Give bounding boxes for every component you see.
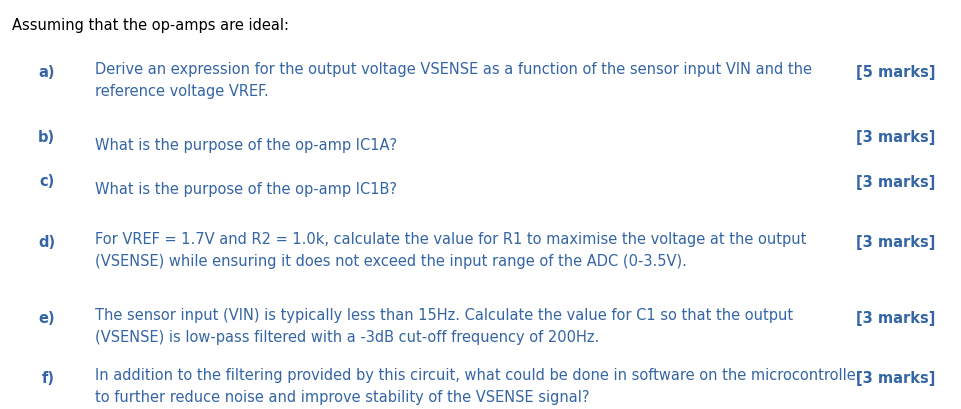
Text: [3 marks]: [3 marks] — [855, 130, 935, 145]
Text: reference voltage VREF.: reference voltage VREF. — [95, 84, 269, 99]
Text: c): c) — [39, 174, 55, 189]
Text: [3 marks]: [3 marks] — [855, 235, 935, 250]
Text: In addition to the filtering provided by this circuit, what could be done in sof: In addition to the filtering provided by… — [95, 367, 862, 382]
Text: What is the purpose of the op-amp IC1A?: What is the purpose of the op-amp IC1A? — [95, 138, 397, 153]
Text: (VSENSE) while ensuring it does not exceed the input range of the ADC (0-3.5V).: (VSENSE) while ensuring it does not exce… — [95, 253, 687, 268]
Text: [3 marks]: [3 marks] — [855, 371, 935, 386]
Text: (VSENSE) is low-pass filtered with a -3dB cut-off frequency of 200Hz.: (VSENSE) is low-pass filtered with a -3d… — [95, 329, 600, 344]
Text: The sensor input (VIN) is typically less than 15Hz. Calculate the value for C1 s: The sensor input (VIN) is typically less… — [95, 307, 793, 322]
Text: a): a) — [38, 65, 55, 80]
Text: [3 marks]: [3 marks] — [855, 311, 935, 326]
Text: b): b) — [37, 130, 55, 145]
Text: For VREF = 1.7V and R2 = 1.0k, calculate the value for R1 to maximise the voltag: For VREF = 1.7V and R2 = 1.0k, calculate… — [95, 231, 806, 246]
Text: f): f) — [42, 371, 55, 386]
Text: d): d) — [37, 235, 55, 250]
Text: [5 marks]: [5 marks] — [855, 65, 935, 80]
Text: [3 marks]: [3 marks] — [855, 174, 935, 189]
Text: to further reduce noise and improve stability of the VSENSE signal?: to further reduce noise and improve stab… — [95, 389, 589, 404]
Text: Assuming that the op-amps are ideal:: Assuming that the op-amps are ideal: — [12, 18, 289, 33]
Text: e): e) — [38, 311, 55, 326]
Text: What is the purpose of the op-amp IC1B?: What is the purpose of the op-amp IC1B? — [95, 182, 397, 196]
Text: Derive an expression for the output voltage VSENSE as a function of the sensor i: Derive an expression for the output volt… — [95, 62, 812, 77]
